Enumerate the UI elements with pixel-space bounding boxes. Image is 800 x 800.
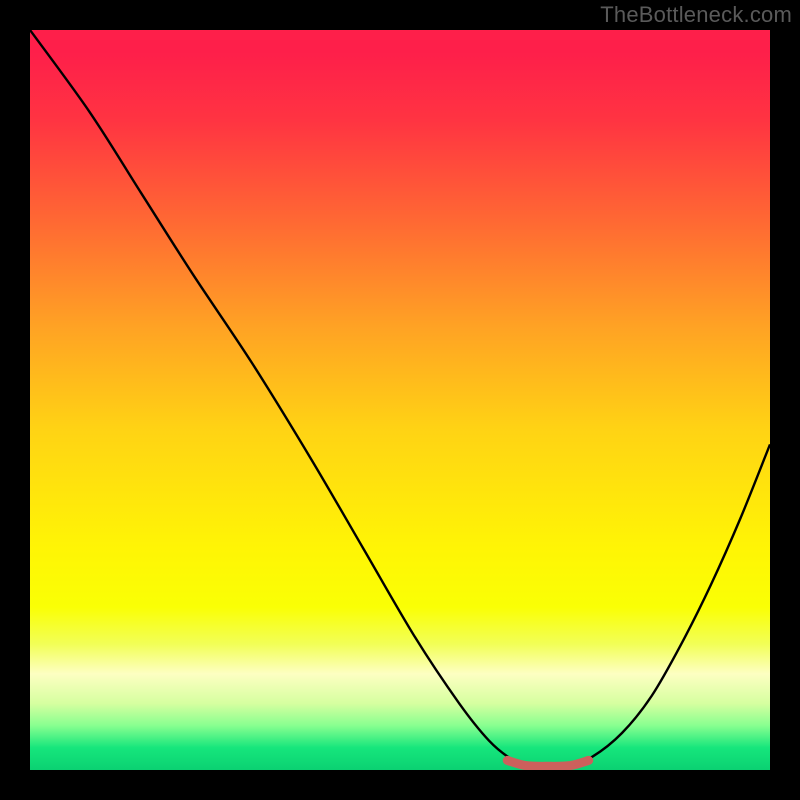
watermark-text: TheBottleneck.com	[600, 2, 792, 28]
bottleneck-chart	[0, 0, 800, 800]
chart-background	[30, 30, 770, 770]
